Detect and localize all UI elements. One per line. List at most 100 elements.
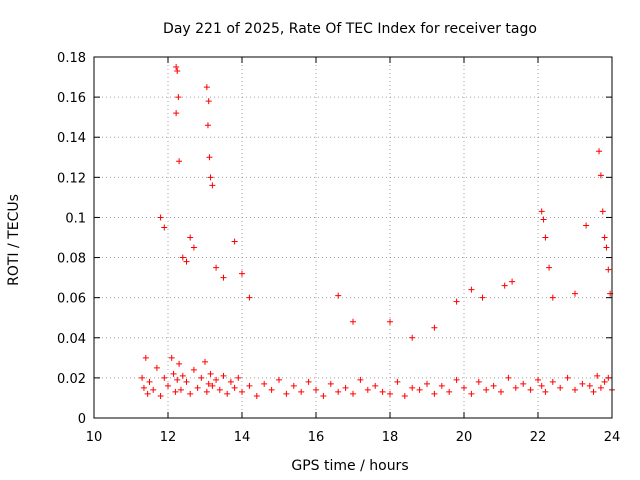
- data-point: [172, 388, 179, 395]
- data-point: [183, 378, 190, 385]
- data-point: [596, 148, 603, 155]
- data-point: [601, 378, 608, 385]
- data-point: [207, 370, 214, 377]
- data-point: [594, 372, 601, 379]
- data-point: [490, 382, 497, 389]
- data-point: [173, 64, 180, 71]
- data-point: [431, 390, 438, 397]
- data-point: [206, 154, 213, 161]
- axis-ticks: 0 0.02 0.04 0.06 0.08 0.1 0.12 0.14 0.16 0.18 10 12…: [57, 51, 620, 445]
- data-point: [564, 374, 571, 381]
- data-point: [586, 382, 593, 389]
- x-tick-label: 14: [234, 430, 251, 445]
- y-tick-label: 0.16: [57, 91, 86, 106]
- data-point: [165, 382, 171, 389]
- data-point: [239, 388, 245, 395]
- data-point: [183, 258, 190, 265]
- data-point: [174, 376, 181, 383]
- data-point: [542, 234, 549, 241]
- data-point: [231, 238, 238, 245]
- data-point: [168, 354, 175, 361]
- data-point: [174, 68, 181, 75]
- y-tick-label: 0.04: [57, 332, 86, 347]
- data-point: [203, 84, 210, 91]
- data-point: [505, 374, 512, 381]
- data-point: [409, 384, 416, 391]
- data-point: [527, 386, 534, 393]
- y-tick-label: 0: [78, 412, 86, 427]
- y-tick-label: 0.14: [57, 131, 86, 146]
- data-point: [253, 392, 260, 399]
- data-point: [438, 382, 445, 389]
- data-point: [512, 384, 519, 391]
- data-point: [142, 354, 149, 361]
- data-point: [231, 384, 238, 391]
- data-point: [357, 376, 364, 383]
- data-point: [203, 388, 210, 395]
- data-point: [583, 222, 590, 229]
- data-point: [161, 374, 168, 381]
- data-point: [401, 392, 408, 399]
- x-tick-label: 22: [530, 430, 547, 445]
- grid-lines: [94, 57, 612, 418]
- chart-title: Day 221 of 2025, Rate Of TEC Index for r…: [163, 21, 537, 37]
- data-point: [204, 122, 211, 129]
- data-point: [335, 292, 342, 299]
- data-point: [305, 378, 312, 385]
- data-point: [557, 384, 564, 391]
- data-point: [153, 364, 160, 371]
- data-point: [599, 208, 606, 215]
- data-point: [175, 94, 182, 101]
- x-axis-label: GPS time / hours: [291, 458, 408, 474]
- data-point: [542, 388, 549, 395]
- data-point: [431, 324, 438, 331]
- data-point: [235, 374, 242, 381]
- data-point: [394, 378, 401, 385]
- data-point: [173, 110, 180, 117]
- data-point: [549, 378, 556, 385]
- data-point: [468, 286, 475, 293]
- data-point: [342, 384, 349, 391]
- data-point: [161, 224, 168, 231]
- data-point: [268, 386, 275, 393]
- data-point: [468, 390, 475, 397]
- data-point: [364, 386, 371, 393]
- data-point: [205, 380, 212, 387]
- data-point: [446, 388, 453, 395]
- data-point: [209, 382, 216, 389]
- data-point: [475, 378, 482, 385]
- x-tick-label: 18: [382, 430, 399, 445]
- data-point: [170, 370, 177, 377]
- data-point: [520, 380, 527, 387]
- y-tick-label: 0.18: [57, 51, 86, 66]
- data-point: [216, 386, 223, 393]
- data-point: [313, 386, 319, 393]
- y-tick-label: 0.12: [57, 171, 86, 186]
- data-point: [387, 318, 393, 325]
- data-point: [603, 244, 610, 251]
- x-tick-label: 24: [604, 430, 621, 445]
- data-point: [327, 380, 334, 387]
- data-point: [190, 244, 197, 251]
- y-tick-label: 0.1: [65, 211, 86, 226]
- data-point: [209, 182, 216, 189]
- y-tick-label: 0.08: [57, 252, 86, 267]
- data-point: [387, 390, 393, 397]
- data-point: [194, 384, 201, 391]
- data-point: [224, 390, 231, 397]
- data-point: [597, 384, 604, 391]
- data-point: [605, 266, 612, 273]
- x-tick-label: 16: [308, 430, 325, 445]
- data-point: [139, 374, 146, 381]
- data-point: [261, 380, 268, 387]
- data-point: [350, 318, 356, 325]
- data-point: [409, 334, 416, 341]
- data-point: [597, 172, 604, 179]
- data-point: [535, 376, 541, 383]
- data-point: [246, 382, 253, 389]
- data-point: [416, 386, 423, 393]
- data-point: [176, 360, 183, 367]
- data-point: [549, 294, 556, 301]
- data-point: [276, 376, 282, 383]
